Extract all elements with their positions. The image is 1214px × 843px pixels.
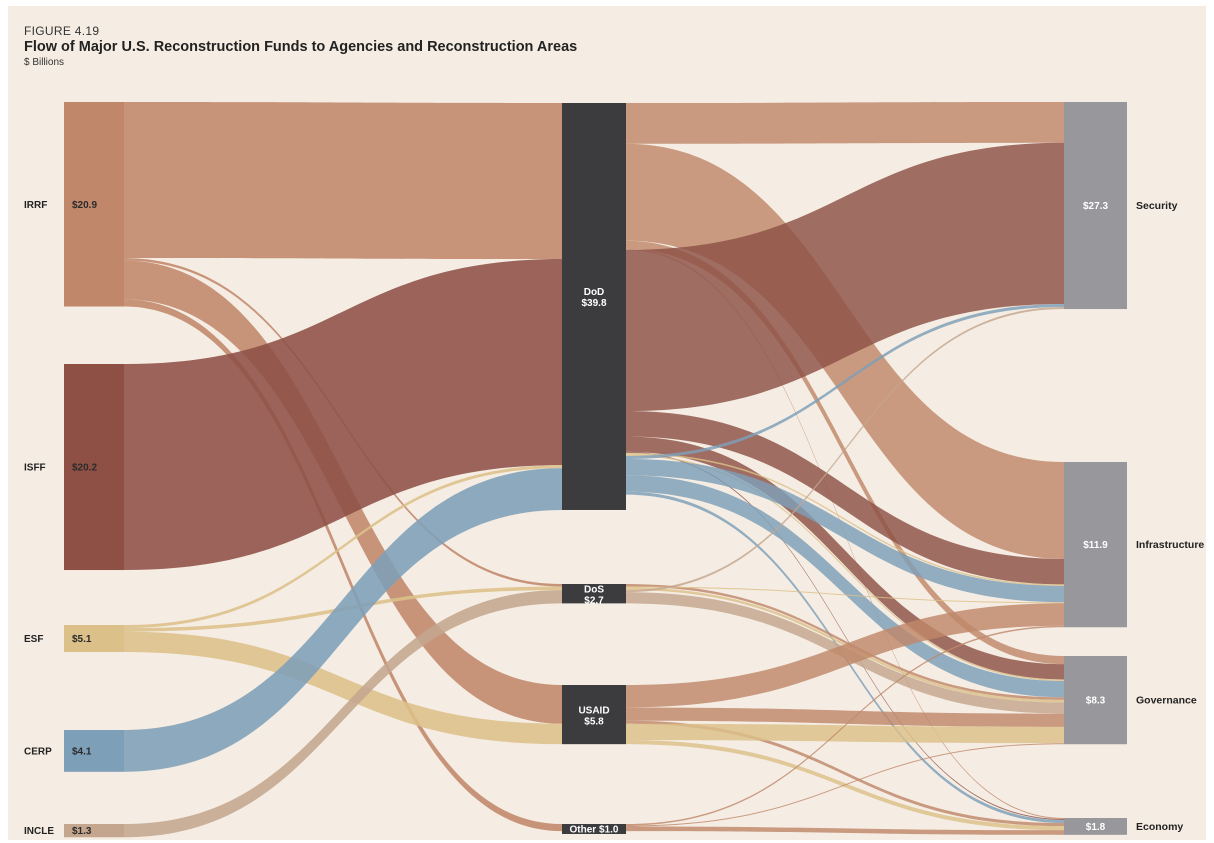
agency-name-dos: DoS <box>584 585 604 596</box>
area-bar-governance <box>1064 656 1127 745</box>
area-name-governance: Governance <box>1136 695 1197 707</box>
flow-irrf-to-dod <box>124 102 562 260</box>
area-value-infrastructure: $11.9 <box>1083 540 1108 551</box>
flow-esf-to-usaid <box>124 631 562 745</box>
area-bar-economy <box>1064 818 1127 835</box>
flow-dos-incle-to-security <box>626 307 1064 593</box>
flow-isff-to-dod <box>124 259 562 571</box>
flow-usaid-irrf-to-governance <box>626 707 1064 727</box>
flow-usaid-irrf-to-economy <box>626 720 1064 827</box>
flow-other-irrf-to-economy <box>626 826 1064 835</box>
flow-links <box>124 102 1064 838</box>
flow-dod-esf-to-infrastructure <box>626 452 1064 586</box>
flow-dos-esf-to-infrastructure <box>626 586 1064 604</box>
flow-dos-irrf-to-governance <box>626 584 1064 700</box>
source-name-cerp: CERP <box>24 746 52 757</box>
agency-value-other: $1.0 <box>599 825 619 836</box>
flow-usaid-irrf-to-infrastructure <box>626 603 1064 708</box>
flow-other-irrf-to-infrastructure <box>626 625 1064 826</box>
area-name-security: Security <box>1136 200 1178 212</box>
agency-value-usaid: $5.8 <box>584 717 604 728</box>
area-name-economy: Economy <box>1136 821 1183 833</box>
source-bar-irrf <box>64 102 124 307</box>
source-value-esf: $5.1 <box>72 634 92 645</box>
flow-dod-irrf-to-governance <box>626 240 1064 665</box>
flow-esf-to-dod <box>124 465 562 629</box>
flow-dod-cerp-to-governance <box>626 475 1064 698</box>
agency-bar-usaid <box>562 685 626 745</box>
agency-value-dos: $2.7 <box>584 596 604 607</box>
nodes <box>64 102 1127 838</box>
flow-dod-isff-to-security <box>626 142 1064 412</box>
agency-bar-other <box>562 824 626 834</box>
area-name-infrastructure: Infrastructure <box>1136 539 1204 551</box>
flow-dod-cerp-to-security <box>626 303 1064 459</box>
flow-cerp-to-dod <box>124 468 562 772</box>
agency-name-other: Other <box>570 825 597 836</box>
area-value-economy: $1.8 <box>1086 822 1106 833</box>
source-bar-cerp <box>64 730 124 772</box>
flow-dod-isff-to-infrastructure <box>626 411 1064 585</box>
source-value-cerp: $4.1 <box>72 746 92 757</box>
labels: IRRF $20.9 ISFF $20.2 ESF $5.1 CERP $4.1 INCLE $1… <box>24 200 1204 837</box>
source-value-irrf: $20.9 <box>72 200 97 211</box>
figure-title: Flow of Major U.S. Reconstruction Funds … <box>24 39 578 55</box>
flow-dod-esf-to-governance <box>626 454 1064 681</box>
source-name-incle: INCLE <box>24 826 54 837</box>
agency-name-usaid: USAID <box>578 706 609 717</box>
area-bar-security <box>1064 102 1127 310</box>
source-name-esf: ESF <box>24 634 43 645</box>
flow-dod-isff-to-governance <box>626 436 1064 680</box>
source-value-isff: $20.2 <box>72 463 97 474</box>
source-bar-esf <box>64 625 124 653</box>
source-value-incle: $1.3 <box>72 826 92 837</box>
flow-incle-to-dos <box>124 590 562 838</box>
area-bar-infrastructure <box>1064 462 1127 628</box>
agency-label-other: Other $1.0 <box>570 825 619 836</box>
source-bar-isff <box>64 364 124 571</box>
flow-irrf-to-other <box>124 299 562 832</box>
agency-name-dod: DoD <box>584 287 605 298</box>
source-bar-incle <box>64 824 124 838</box>
flow-other-irrf-to-governance <box>626 743 1064 827</box>
agency-bar-dod <box>562 103 626 510</box>
flow-dod-irrf-to-security <box>626 102 1064 144</box>
figure-units: $ Billions <box>24 57 65 68</box>
source-name-isff: ISFF <box>24 463 46 474</box>
flow-dod-isff-to-economy <box>626 451 1064 821</box>
figure-number: FIGURE 4.19 <box>24 24 100 38</box>
flow-usaid-esf-to-governance <box>626 723 1064 744</box>
area-value-security: $27.3 <box>1083 201 1108 212</box>
area-value-governance: $8.3 <box>1086 696 1106 707</box>
agency-value-dod: $39.8 <box>581 298 606 309</box>
source-name-irrf: IRRF <box>24 200 47 211</box>
agency-bar-dos <box>562 584 626 604</box>
flow-dod-cerp-to-infrastructure <box>626 458 1064 603</box>
